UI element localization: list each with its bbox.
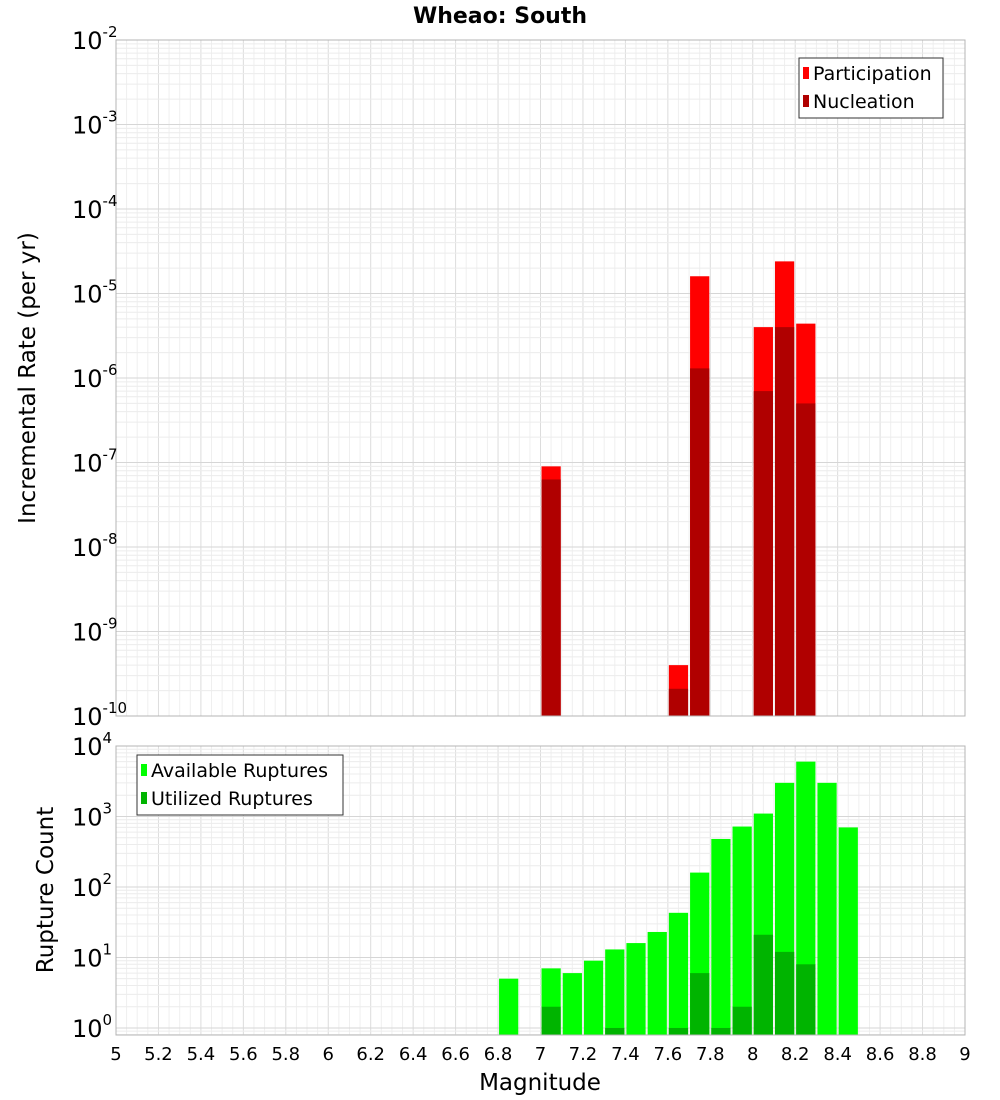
x-tick-label: 6.2 bbox=[356, 1044, 385, 1065]
y-tick-label: 10-2 bbox=[72, 23, 118, 55]
bar-available-ruptures bbox=[668, 912, 689, 1035]
legend-entry: Nucleation bbox=[813, 91, 915, 113]
bar-nucleation bbox=[774, 327, 795, 716]
x-tick-label: 7.8 bbox=[696, 1044, 725, 1065]
bar-utilized-ruptures bbox=[796, 964, 816, 1035]
rate-gridlines bbox=[115, 40, 966, 717]
bar-utilized-ruptures bbox=[753, 934, 773, 1035]
legend-entry: Utilized Ruptures bbox=[151, 788, 313, 810]
count-panel: 100 101 102 103 104 Rupture Count Available Ru… bbox=[33, 729, 966, 1043]
legend-box bbox=[136, 754, 344, 816]
x-tick-label: 8.6 bbox=[866, 1044, 895, 1065]
bar-available-ruptures bbox=[732, 826, 752, 1035]
rate-legend: Participation Nucleation bbox=[798, 57, 944, 119]
y-tick-label: 10-4 bbox=[72, 192, 118, 224]
legend-swatch bbox=[141, 792, 147, 804]
bar-utilized-ruptures bbox=[605, 1027, 625, 1035]
y-tick-label: 10-5 bbox=[72, 277, 118, 309]
x-tick-label: 8.2 bbox=[781, 1044, 810, 1065]
x-tick-label: 9 bbox=[959, 1044, 970, 1065]
legend-entry: Available Ruptures bbox=[151, 760, 328, 782]
count-y-axis-label: Rupture Count bbox=[33, 807, 59, 973]
bar-utilized-ruptures bbox=[668, 1027, 689, 1035]
x-tick-label: 6 bbox=[323, 1044, 334, 1065]
bar-nucleation bbox=[690, 368, 710, 716]
bar-utilized-ruptures bbox=[711, 1027, 731, 1035]
x-tick-label: 7 bbox=[535, 1044, 546, 1065]
x-tick-label: 7.2 bbox=[569, 1044, 598, 1065]
x-tick-label: 5.4 bbox=[187, 1044, 216, 1065]
bar-available-ruptures bbox=[817, 782, 837, 1035]
bar-nucleation bbox=[541, 479, 561, 716]
x-tick-label: 7.4 bbox=[611, 1044, 640, 1065]
legend-swatch bbox=[803, 95, 809, 107]
bar-nucleation bbox=[753, 391, 773, 716]
legend-swatch bbox=[141, 764, 147, 776]
chart-title: Wheao: South bbox=[413, 4, 587, 29]
x-tick-labels: 5 5.2 5.4 5.6 5.8 6 6.2 6.4 6.6 6.8 7 7.2 7.4 7.6 7.8 8… bbox=[110, 1044, 970, 1065]
x-tick-label: 5 bbox=[110, 1044, 121, 1065]
bar-utilized-ruptures bbox=[774, 951, 795, 1035]
bar-available-ruptures bbox=[711, 838, 731, 1035]
x-tick-label: 8 bbox=[747, 1044, 758, 1065]
legend-entry: Participation bbox=[813, 63, 932, 85]
x-tick-label: 5.6 bbox=[229, 1044, 258, 1065]
y-tick-label: 102 bbox=[72, 870, 112, 902]
bar-utilized-ruptures bbox=[690, 973, 710, 1035]
y-tick-label: 10-6 bbox=[72, 361, 118, 393]
bar-available-ruptures bbox=[583, 960, 604, 1035]
bar-available-ruptures bbox=[499, 978, 519, 1035]
y-tick-label: 10-8 bbox=[72, 530, 118, 562]
rate-plot-frame bbox=[115, 39, 966, 717]
rate-bars bbox=[541, 261, 816, 716]
x-axis-label: Magnitude bbox=[479, 1070, 601, 1096]
x-tick-label: 7.6 bbox=[654, 1044, 683, 1065]
count-plot-frame bbox=[115, 745, 966, 1036]
y-tick-label: 100 bbox=[72, 1011, 112, 1043]
bar-available-ruptures bbox=[605, 949, 625, 1035]
y-tick-label: 101 bbox=[72, 940, 112, 972]
bar-available-ruptures bbox=[838, 827, 858, 1035]
bar-available-ruptures bbox=[647, 931, 667, 1035]
y-tick-label: 10-3 bbox=[72, 108, 118, 140]
bar-available-ruptures bbox=[626, 943, 646, 1035]
y-tick-label: 10-9 bbox=[72, 615, 118, 647]
rate-panel: 10-10 10-9 10-8 10-7 10-6 10-5 10-4 10-3 10-2 Inc… bbox=[15, 23, 966, 731]
legend-box bbox=[798, 57, 944, 119]
bar-utilized-ruptures bbox=[732, 1006, 752, 1035]
x-tick-label: 5.2 bbox=[144, 1044, 173, 1065]
x-tick-label: 6.4 bbox=[399, 1044, 428, 1065]
x-tick-label: 8.4 bbox=[823, 1044, 852, 1065]
rate-y-axis-label: Incremental Rate (per yr) bbox=[15, 232, 41, 524]
y-tick-label: 10-10 bbox=[72, 699, 127, 731]
bar-nucleation bbox=[796, 403, 816, 716]
x-tick-label: 5.8 bbox=[271, 1044, 300, 1065]
legend-swatch bbox=[803, 67, 809, 79]
y-tick-label: 10-7 bbox=[72, 446, 118, 478]
x-tick-label: 8.8 bbox=[908, 1044, 937, 1065]
bar-available-ruptures bbox=[562, 973, 582, 1035]
bar-nucleation bbox=[668, 688, 689, 716]
x-tick-label: 6.6 bbox=[441, 1044, 470, 1065]
count-bars bbox=[499, 761, 858, 1035]
y-tick-label: 104 bbox=[72, 729, 112, 761]
x-tick-label: 6.8 bbox=[484, 1044, 513, 1065]
bar-utilized-ruptures bbox=[541, 1006, 561, 1035]
count-legend: Available Ruptures Utilized Ruptures bbox=[136, 754, 344, 816]
y-tick-label: 103 bbox=[72, 799, 112, 831]
